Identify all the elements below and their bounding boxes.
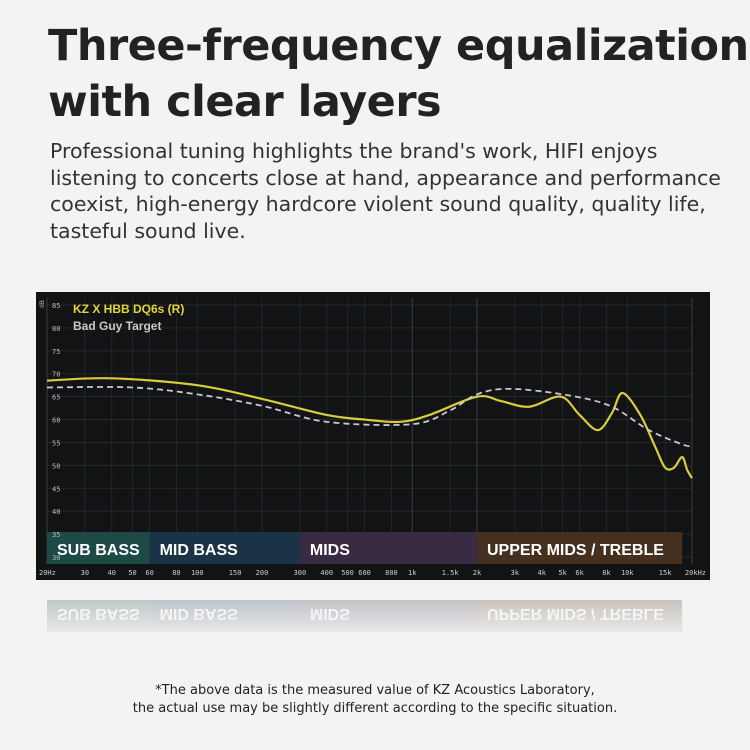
frequency-response-chart: SUB BASS MID BASS MIDS UPPER MIDS / TREBLE 3… (36, 292, 710, 580)
y-tick-label: 70 (52, 371, 60, 379)
page-title: Three-frequency equalization with clear … (48, 18, 749, 130)
band-label: SUB BASS (57, 542, 140, 559)
measured-curve (46, 377, 693, 479)
band-mid-bass (149, 600, 300, 632)
x-tick-label: 80 (172, 569, 180, 577)
chart-reflection: SUB BASS MID BASS MIDS UPPER MIDS / TREBLE (36, 582, 710, 642)
chart-svg: SUB BASS MID BASS MIDS UPPER MIDS / TREBLE 3… (39, 298, 706, 577)
x-tick-label: 500 (341, 569, 354, 577)
y-tick-label: 75 (52, 348, 60, 356)
y-tick-label: 85 (52, 302, 60, 310)
footnote-line-2: the actual use may be slightly different… (132, 701, 618, 716)
band-label: MIDS (310, 542, 350, 559)
band-mid-bass (149, 532, 300, 564)
x-tick-label: 30 (81, 569, 89, 577)
y-tick-label: 60 (52, 417, 60, 425)
legend-entry: KZ X HBB DQ6s (R) (73, 302, 184, 316)
x-tick-label: 1k (408, 569, 417, 577)
band-label: MID BASS (160, 605, 239, 622)
band-upper-mids-treble (477, 600, 683, 632)
x-tick-label: 20Hz (39, 569, 56, 577)
footnote-line-1: *The above data is the measured value of… (155, 683, 595, 698)
y-tick-label: 55 (52, 439, 60, 447)
x-tick-label: 10k (621, 569, 634, 577)
x-tick-label: 60 (145, 569, 153, 577)
band-mids (299, 600, 477, 632)
x-tick-label: 150 (229, 569, 242, 577)
band-mids (299, 532, 477, 564)
x-tick-label: 40 (108, 569, 116, 577)
x-tick-label: 100 (191, 569, 204, 577)
band-label: MID BASS (160, 542, 239, 559)
footnote: *The above data is the measured value of… (0, 682, 750, 718)
band-label: MIDS (310, 605, 350, 622)
y-tick-label: 50 (52, 462, 60, 470)
x-tick-label: 50 (128, 569, 136, 577)
target-curve (46, 386, 693, 448)
x-tick-label: 300 (294, 569, 307, 577)
x-tick-label: 5k (558, 569, 567, 577)
x-tick-label: 2k (473, 569, 482, 577)
y-tick-label: 30 (52, 554, 60, 562)
x-tick-label: 15k (659, 569, 672, 577)
band-sub-bass (47, 532, 150, 564)
title-line-2: with clear layers (48, 77, 442, 127)
legend-entry: Bad Guy Target (73, 319, 161, 333)
y-tick-label: 65 (52, 394, 60, 402)
band-label: UPPER MIDS / TREBLE (487, 542, 664, 559)
y-tick-label: 80 (52, 325, 60, 333)
y-tick-label: 40 (52, 508, 60, 516)
x-tick-label: 6k (575, 569, 584, 577)
band-upper-mids-treble (477, 532, 683, 564)
y-tick-label: 35 (52, 531, 60, 539)
x-tick-label: 200 (256, 569, 269, 577)
title-line-1: Three-frequency equalization (48, 21, 749, 71)
x-tick-label: 600 (358, 569, 371, 577)
band-label: SUB BASS (57, 605, 140, 622)
y-tick-label: 45 (52, 485, 60, 493)
x-tick-label: 4k (538, 569, 547, 577)
x-tick-label: 3k (511, 569, 520, 577)
band-label: UPPER MIDS / TREBLE (487, 605, 664, 622)
band-sub-bass (47, 600, 150, 632)
description: Professional tuning highlights the brand… (50, 139, 721, 243)
x-tick-label: 8k (602, 569, 611, 577)
x-tick-label: 400 (320, 569, 333, 577)
x-tick-label: 1.5k (442, 569, 460, 577)
x-tick-label: 20kHz (685, 569, 706, 577)
y-axis-label: dB (39, 300, 46, 308)
x-tick-label: 800 (385, 569, 398, 577)
reflection-svg: SUB BASS MID BASS MIDS UPPER MIDS / TREBLE (47, 600, 683, 632)
